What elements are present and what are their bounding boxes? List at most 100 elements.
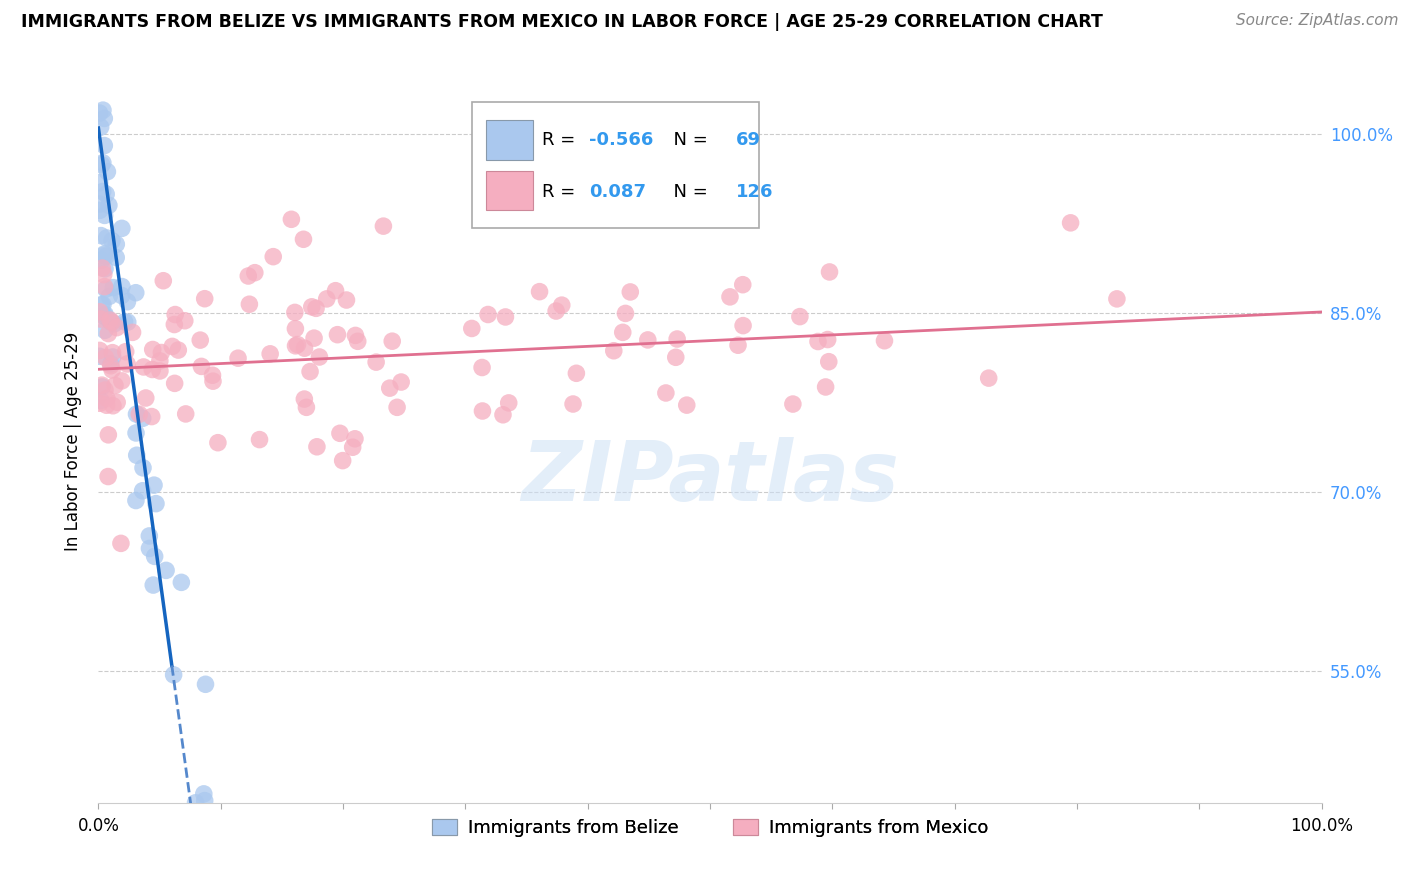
Point bbox=[132, 359, 155, 374]
Point bbox=[612, 326, 634, 340]
Point bbox=[110, 536, 132, 550]
Point bbox=[141, 409, 163, 424]
Point bbox=[90, 253, 112, 268]
Point bbox=[284, 321, 307, 335]
Point bbox=[731, 277, 754, 292]
Point bbox=[94, 310, 117, 324]
Point bbox=[170, 575, 193, 590]
Point bbox=[138, 541, 160, 556]
Text: IMMIGRANTS FROM BELIZE VS IMMIGRANTS FROM MEXICO IN LABOR FORCE | AGE 25-29 CORR: IMMIGRANTS FROM BELIZE VS IMMIGRANTS FRO… bbox=[21, 13, 1102, 31]
Point bbox=[284, 305, 307, 319]
Point bbox=[90, 228, 112, 243]
Point bbox=[101, 350, 124, 364]
Point bbox=[100, 359, 122, 373]
Point bbox=[249, 433, 271, 447]
Bar bbox=[486, 170, 533, 211]
Point bbox=[114, 315, 136, 329]
Point bbox=[329, 426, 352, 441]
Point bbox=[167, 343, 190, 357]
Point bbox=[817, 354, 839, 368]
Point bbox=[105, 251, 128, 265]
Point bbox=[150, 345, 173, 359]
Point bbox=[141, 362, 163, 376]
Text: Source: ZipAtlas.com: Source: ZipAtlas.com bbox=[1236, 13, 1399, 29]
Point bbox=[238, 297, 260, 311]
Point bbox=[93, 112, 115, 126]
Point bbox=[1059, 216, 1081, 230]
Point bbox=[155, 563, 177, 577]
Point bbox=[477, 308, 499, 322]
Point bbox=[96, 392, 118, 406]
Point bbox=[315, 292, 337, 306]
Point bbox=[94, 383, 117, 397]
Point bbox=[101, 234, 124, 248]
Point bbox=[91, 156, 114, 170]
Point bbox=[91, 380, 114, 394]
Point bbox=[89, 176, 111, 190]
Point bbox=[308, 350, 330, 364]
Point bbox=[90, 378, 112, 392]
Point bbox=[111, 279, 134, 293]
Point bbox=[287, 337, 309, 351]
Point bbox=[226, 351, 249, 366]
Point bbox=[125, 285, 148, 300]
Point bbox=[89, 197, 111, 211]
Point bbox=[89, 106, 111, 120]
Text: 126: 126 bbox=[735, 183, 773, 202]
Point bbox=[162, 339, 184, 353]
Point bbox=[135, 391, 157, 405]
Point bbox=[89, 343, 111, 358]
Point bbox=[103, 317, 125, 331]
Point bbox=[117, 315, 139, 329]
Point bbox=[143, 478, 166, 492]
Point bbox=[284, 339, 307, 353]
Point bbox=[295, 401, 318, 415]
Point bbox=[145, 497, 167, 511]
Point bbox=[93, 268, 115, 282]
Point bbox=[207, 435, 229, 450]
Point bbox=[97, 326, 120, 341]
Point bbox=[292, 392, 315, 406]
Point bbox=[149, 354, 172, 368]
Point bbox=[165, 308, 187, 322]
Point bbox=[105, 395, 128, 409]
Point bbox=[302, 331, 325, 345]
Point bbox=[93, 138, 115, 153]
Point bbox=[326, 327, 349, 342]
Point bbox=[91, 185, 114, 199]
Point bbox=[665, 351, 688, 365]
Point bbox=[100, 357, 122, 371]
Point bbox=[91, 309, 114, 323]
Point bbox=[546, 304, 568, 318]
Point bbox=[152, 274, 174, 288]
Point bbox=[614, 306, 637, 320]
Point bbox=[385, 401, 408, 415]
Point bbox=[101, 363, 124, 377]
Point bbox=[373, 219, 395, 234]
Point bbox=[97, 198, 120, 212]
Legend: Immigrants from Belize, Immigrants from Mexico: Immigrants from Belize, Immigrants from … bbox=[425, 812, 995, 845]
Point bbox=[1105, 292, 1128, 306]
Point bbox=[259, 347, 281, 361]
Point bbox=[299, 365, 322, 379]
Text: 69: 69 bbox=[735, 131, 761, 149]
Point bbox=[201, 368, 224, 383]
Point bbox=[163, 376, 186, 391]
Point bbox=[93, 279, 115, 293]
Point bbox=[89, 349, 111, 363]
Point bbox=[675, 398, 697, 412]
Point bbox=[782, 397, 804, 411]
Point bbox=[117, 294, 139, 309]
Point bbox=[96, 231, 118, 245]
Point bbox=[90, 120, 112, 135]
Point bbox=[201, 374, 224, 388]
Point bbox=[807, 334, 830, 349]
Point bbox=[89, 305, 111, 319]
Point bbox=[105, 320, 128, 334]
Point bbox=[325, 284, 347, 298]
Point bbox=[335, 293, 357, 307]
Point bbox=[132, 460, 155, 475]
Point bbox=[655, 386, 678, 401]
Point bbox=[366, 355, 388, 369]
Point bbox=[104, 378, 127, 392]
